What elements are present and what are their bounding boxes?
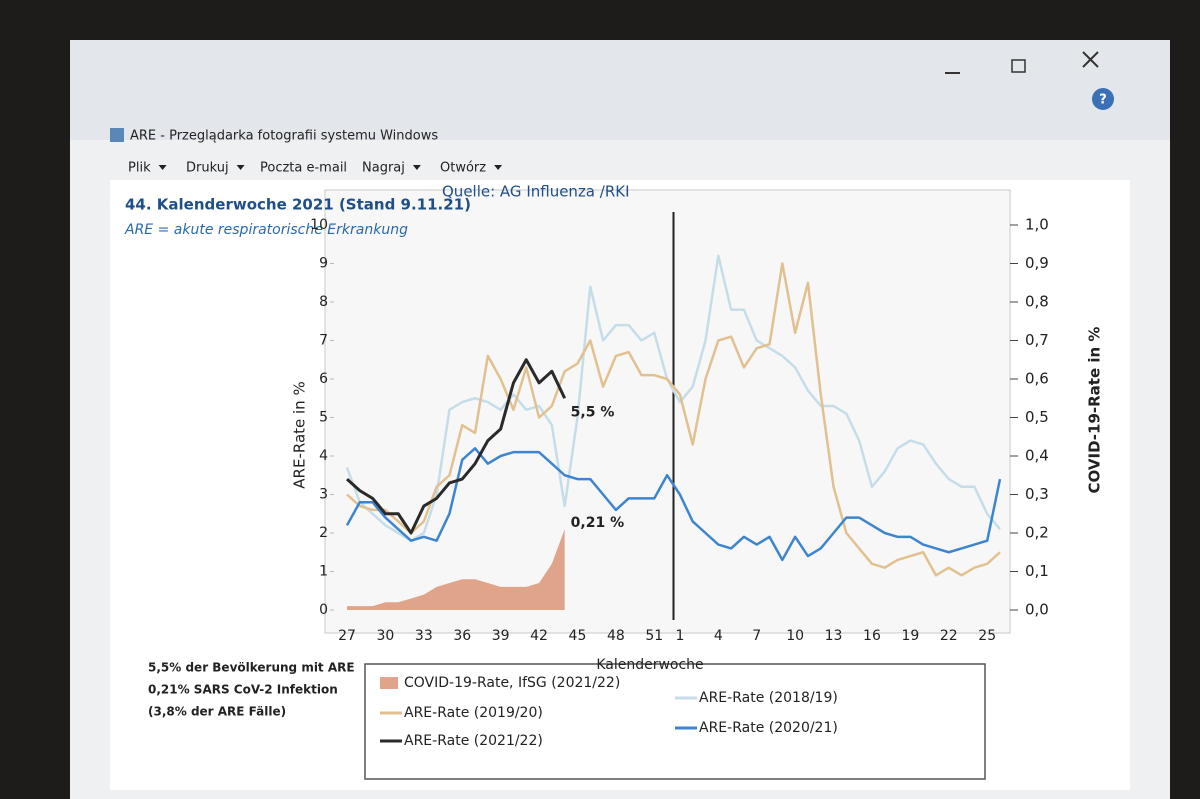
x-tick-label: 30	[376, 628, 394, 644]
y2-tick-label: 0,4	[1025, 447, 1049, 465]
y-tick-label: 9	[319, 256, 328, 272]
chart-subtitle: ARE = akute respiratorische Erkrankung	[124, 222, 408, 238]
x-tick-label: 39	[492, 628, 510, 644]
y2-tick-label: 0,6	[1025, 370, 1049, 388]
x-axis-title: Kalenderwoche	[596, 657, 703, 673]
y-tick-label: 1	[319, 564, 328, 580]
x-tick-label: 19	[901, 628, 919, 644]
x-tick-label: 33	[415, 628, 433, 644]
x-tick-label: 45	[569, 628, 587, 644]
legend-swatch	[380, 677, 398, 689]
x-tick-label: 22	[940, 628, 958, 644]
menu-item[interactable]: Nagraj	[362, 161, 405, 176]
legend-label: ARE-Rate (2018/19)	[699, 690, 838, 706]
x-tick-label: 1	[675, 628, 684, 644]
menu-item[interactable]: Poczta e-mail	[260, 161, 347, 176]
menu-item[interactable]: Otwórz	[440, 161, 486, 176]
y2-tick-label: 0,5	[1025, 408, 1049, 426]
legend-box	[364, 663, 986, 780]
menu-arrow	[158, 165, 167, 170]
y2-tick-label: 0,3	[1025, 485, 1049, 503]
x-tick-label: 13	[825, 628, 843, 644]
y2-axis-title: COVID-19-Rate in %	[1086, 327, 1104, 494]
menu-arrow	[494, 165, 503, 170]
x-tick-label: 10	[786, 628, 804, 644]
menu-item[interactable]: Drukuj	[186, 161, 229, 176]
note: 0,21% SARS CoV-2 Infektion	[148, 683, 338, 697]
area	[347, 529, 565, 610]
x-tick-label: 4	[714, 628, 723, 644]
close-button[interactable]	[1082, 51, 1099, 68]
y-axis-title: ARE-Rate in %	[291, 381, 309, 488]
annotation: 0,21 %	[571, 515, 624, 531]
line	[346, 262, 1001, 577]
y-tick-label: 6	[319, 371, 328, 387]
help-button[interactable]	[1092, 88, 1114, 110]
legend-label: ARE-Rate (2021/22)	[404, 733, 543, 749]
x-tick-label: 25	[978, 628, 996, 644]
y-tick-label: 5	[319, 410, 328, 426]
window-chrome	[70, 40, 1170, 140]
y2-tick-label: 0,9	[1025, 254, 1049, 272]
y-tick-label: 10	[310, 217, 328, 233]
y2-tick-label: 0,0	[1025, 601, 1049, 619]
x-tick-label: 48	[607, 628, 625, 644]
x-tick-label: 51	[645, 628, 663, 644]
plot-frame	[324, 189, 1011, 634]
x-tick-label: 42	[530, 628, 548, 644]
y2-tick-label: 1,0	[1025, 216, 1049, 234]
line	[345, 447, 1002, 562]
x-tick-label: 27	[338, 628, 356, 644]
restore-button[interactable]	[1011, 59, 1026, 73]
y-tick-label: 4	[319, 448, 328, 464]
annotation: 5,5 %	[571, 404, 615, 420]
help-icon: ?	[1099, 93, 1107, 108]
note: (3,8% der ARE Fälle)	[148, 705, 286, 719]
y-tick-label: 0	[319, 602, 328, 618]
window-title: ARE - Przeglądarka fotografii systemu Wi…	[130, 129, 438, 144]
y-tick-label: 2	[319, 525, 328, 541]
y2-tick-label: 0,2	[1025, 524, 1049, 542]
menu-arrow	[412, 165, 421, 170]
chart-title: 44. Kalenderwoche 2021 (Stand 9.11.21)	[125, 196, 471, 214]
note: 5,5% der Bevölkerung mit ARE	[148, 661, 355, 675]
menu-bar: Plik Drukuj Poczta e-mail Nagraj Otwórz	[128, 161, 503, 176]
y2-tick-label: 0,1	[1025, 562, 1049, 580]
x-tick-label: 16	[863, 628, 881, 644]
y-tick-label: 8	[319, 294, 328, 310]
line	[345, 358, 567, 535]
y2-tick-label: 0,7	[1025, 331, 1049, 349]
app-icon	[110, 128, 124, 142]
y2-tick-label: 0,8	[1025, 293, 1049, 311]
menu-arrow	[236, 165, 245, 170]
y-tick-label: 7	[319, 333, 328, 349]
y-tick-label: 3	[319, 487, 328, 503]
legend-label: ARE-Rate (2020/21)	[699, 720, 838, 736]
line	[345, 254, 1001, 542]
legend-label: ARE-Rate (2019/20)	[404, 705, 543, 721]
chart-source: Quelle: AG Influenza /RKI	[442, 183, 630, 201]
menu-item[interactable]: Plik	[128, 161, 151, 176]
x-tick-label: 7	[752, 628, 761, 644]
x-tick-label: 36	[453, 628, 471, 644]
legend-label: COVID-19-Rate, IfSG (2021/22)	[404, 675, 620, 691]
